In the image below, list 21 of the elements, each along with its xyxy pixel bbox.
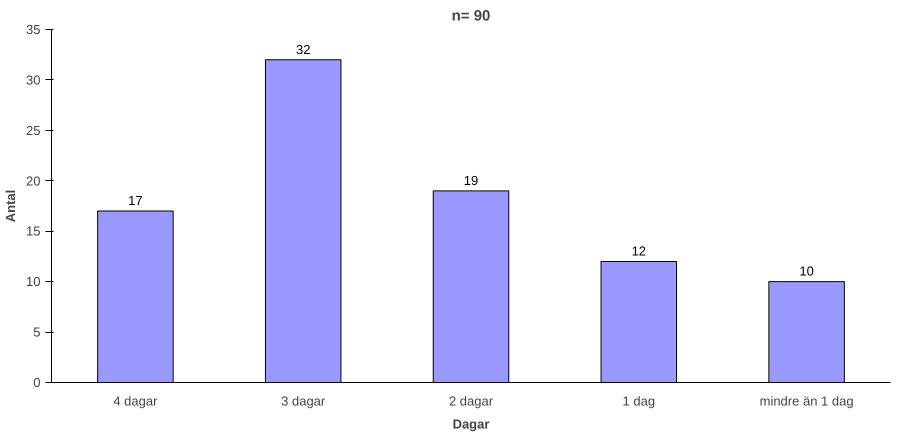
data-label: 12 [632,243,646,258]
y-tick-label: 15 [26,224,41,239]
y-tick-label: 30 [26,72,41,88]
y-tick-label: 25 [26,122,41,138]
y-tick-label: 0 [33,375,41,390]
data-label: 19 [464,172,478,188]
y-tick-label: 5 [33,324,41,340]
data-label: 17 [128,193,143,208]
x-axis-title: Dagar [452,416,490,432]
x-tick-label: 2 dagar [448,394,494,408]
x-tick-label: mindre än 1 dag [760,394,854,408]
y-axis-title: Antal [3,190,18,222]
data-label: 32 [296,42,310,57]
x-tick-label: 3 dagar [281,394,326,408]
y-tick-label: 35 [26,22,41,37]
chart-title: n= 90 [452,8,490,24]
y-tick-label: 20 [26,173,41,188]
y-tick-label: 10 [26,274,41,290]
x-tick-label: 1 dag [622,394,656,408]
data-label: 10 [799,264,814,279]
x-tick-label: 4 dagar [113,394,158,408]
